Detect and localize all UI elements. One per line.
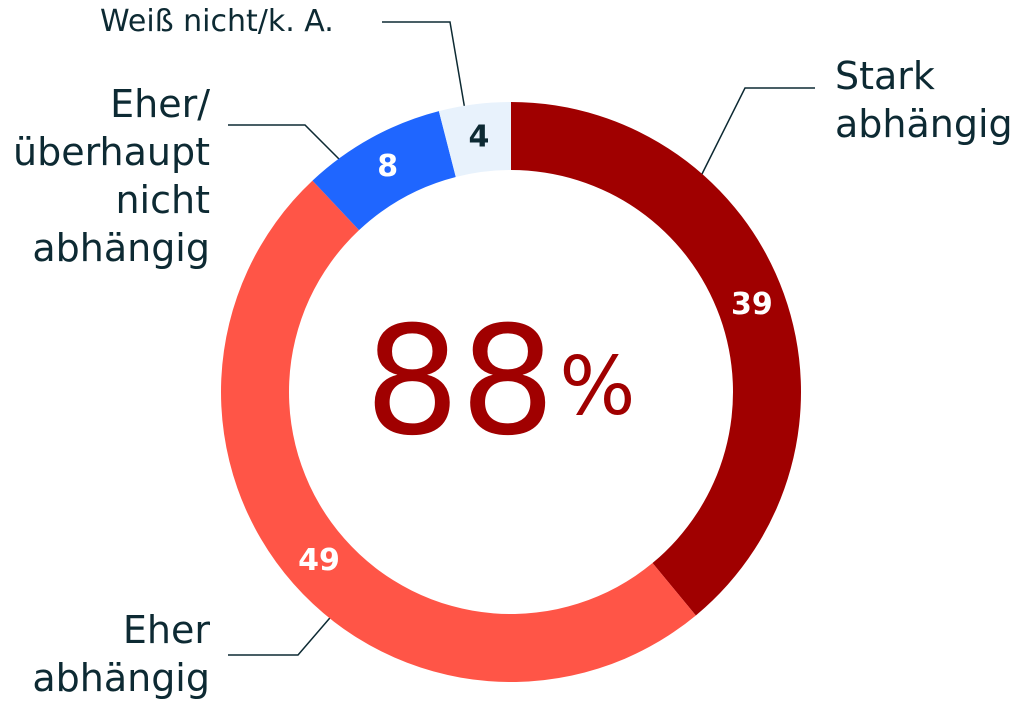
value-label: 39 — [731, 287, 773, 322]
center-label: 88% — [365, 295, 636, 469]
leader-line — [382, 21, 466, 111]
category-label: Eher abhängig — [32, 608, 210, 700]
value-label: 8 — [377, 149, 398, 184]
category-label: Weiß nicht/k. A. — [100, 4, 334, 39]
segment — [438, 102, 511, 177]
segment — [312, 111, 456, 231]
segment — [511, 102, 801, 616]
leader-line — [228, 124, 341, 161]
category-label: Stark abhängig — [835, 54, 1013, 146]
leader-line — [699, 87, 815, 179]
leader-line — [228, 611, 336, 656]
value-label: 49 — [298, 543, 340, 578]
segment — [221, 180, 696, 682]
value-label: 4 — [468, 120, 489, 155]
category-label: Eher/ überhaupt nicht abhängig — [12, 82, 210, 270]
